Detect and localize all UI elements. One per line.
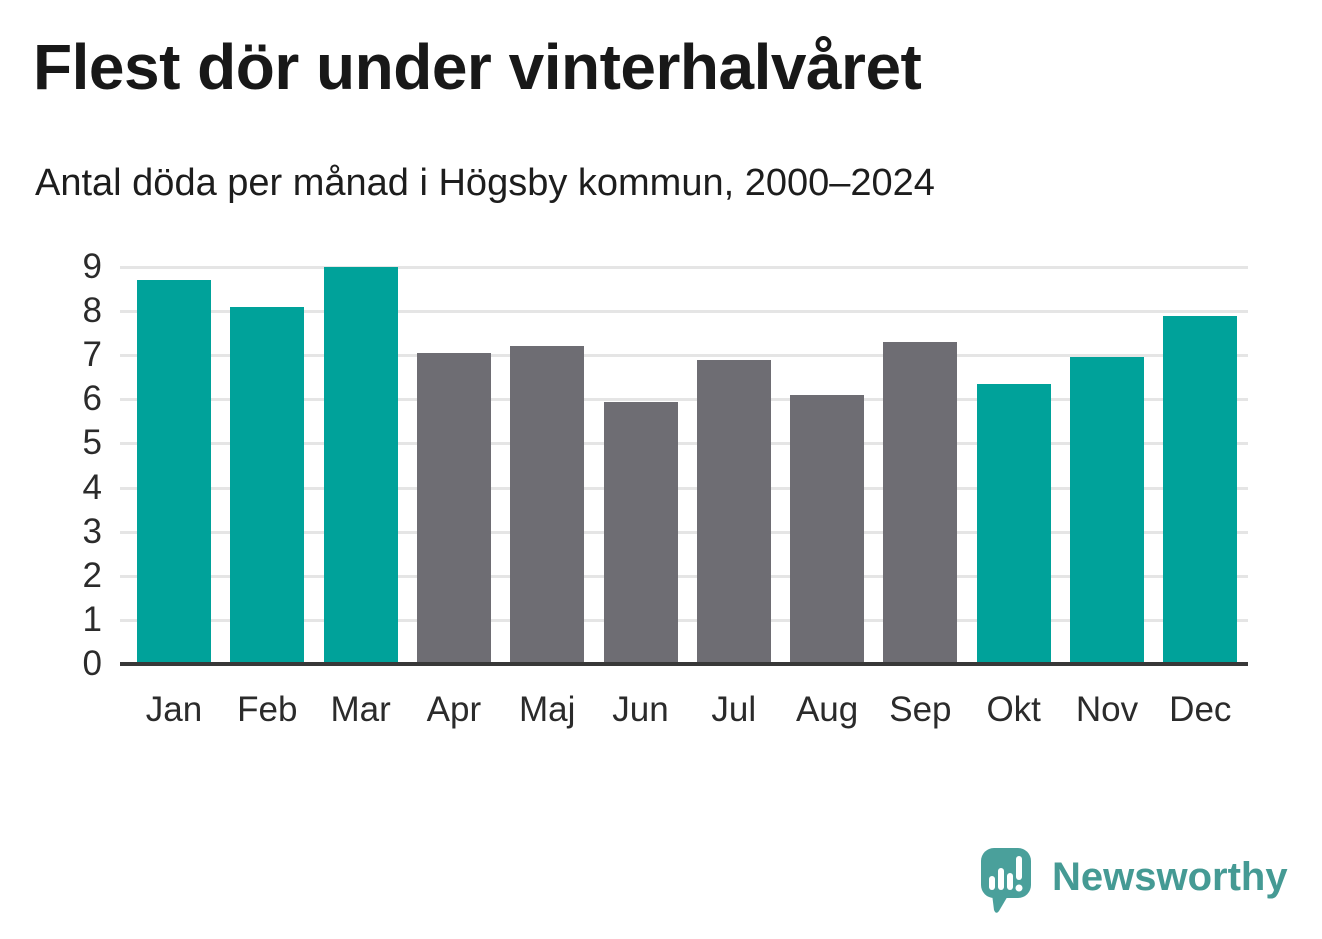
gridline-3 — [120, 530, 1248, 534]
x-tick-label-jul: Jul — [711, 690, 757, 729]
y-tick-label-0: 0 — [82, 644, 102, 683]
x-tick-label-sep: Sep — [889, 690, 952, 729]
x-tick-label-dec: Dec — [1169, 690, 1232, 729]
x-tick-label-okt: Okt — [986, 690, 1041, 729]
bar-jul — [696, 359, 771, 664]
y-tick-label-7: 7 — [82, 335, 102, 375]
x-tick-label-nov: Nov — [1075, 690, 1139, 729]
newsworthy-logo: Newsworthy — [978, 846, 1288, 916]
x-tick-label-feb: Feb — [237, 690, 298, 729]
y-tick-label-6: 6 — [82, 379, 102, 419]
y-tick-label-4: 4 — [82, 467, 102, 507]
bar-mar — [323, 267, 398, 664]
y-tick-label-3: 3 — [82, 511, 102, 551]
gridline-2 — [120, 574, 1248, 578]
gridline-6 — [120, 398, 1248, 402]
plot-area — [120, 266, 1248, 664]
bar-apr — [416, 353, 491, 664]
gridline-7 — [120, 354, 1248, 358]
bar-maj — [510, 346, 585, 664]
bar-feb — [230, 306, 305, 664]
x-tick-label-jun: Jun — [612, 690, 669, 729]
gridline-9 — [120, 266, 1248, 269]
y-tick-label-1: 1 — [82, 599, 102, 639]
chart-title: Flest dör under vinterhalvåret — [33, 31, 922, 103]
y-tick-label-8: 8 — [82, 291, 102, 331]
gridline-8 — [120, 310, 1248, 314]
newsworthy-logo-text: Newsworthy — [1052, 855, 1288, 899]
x-tick-label-jan: Jan — [145, 690, 203, 729]
y-tick-label-9: 9 — [82, 247, 102, 286]
x-axis-line — [120, 662, 1248, 666]
bar-okt — [976, 383, 1051, 664]
gridline-1 — [120, 618, 1248, 622]
chart-subtitle: Antal döda per månad i Högsby kommun, 20… — [35, 162, 935, 204]
x-tick-label-mar: Mar — [330, 690, 391, 729]
bar-jan — [137, 280, 211, 664]
y-tick-label-2: 2 — [82, 555, 102, 595]
gridline-5 — [120, 442, 1248, 446]
y-tick-label-5: 5 — [82, 423, 102, 463]
newsworthy-logo-icon — [981, 848, 1031, 913]
bar-sep — [883, 342, 958, 664]
x-tick-label-apr: Apr — [426, 690, 482, 729]
x-tick-label-maj: Maj — [518, 690, 576, 729]
gridline-4 — [120, 486, 1248, 490]
bar-nov — [1070, 357, 1144, 664]
bar-dec — [1163, 315, 1238, 664]
bar-aug — [790, 394, 865, 664]
bar-jun — [603, 401, 678, 664]
x-tick-label-aug: Aug — [795, 690, 859, 729]
